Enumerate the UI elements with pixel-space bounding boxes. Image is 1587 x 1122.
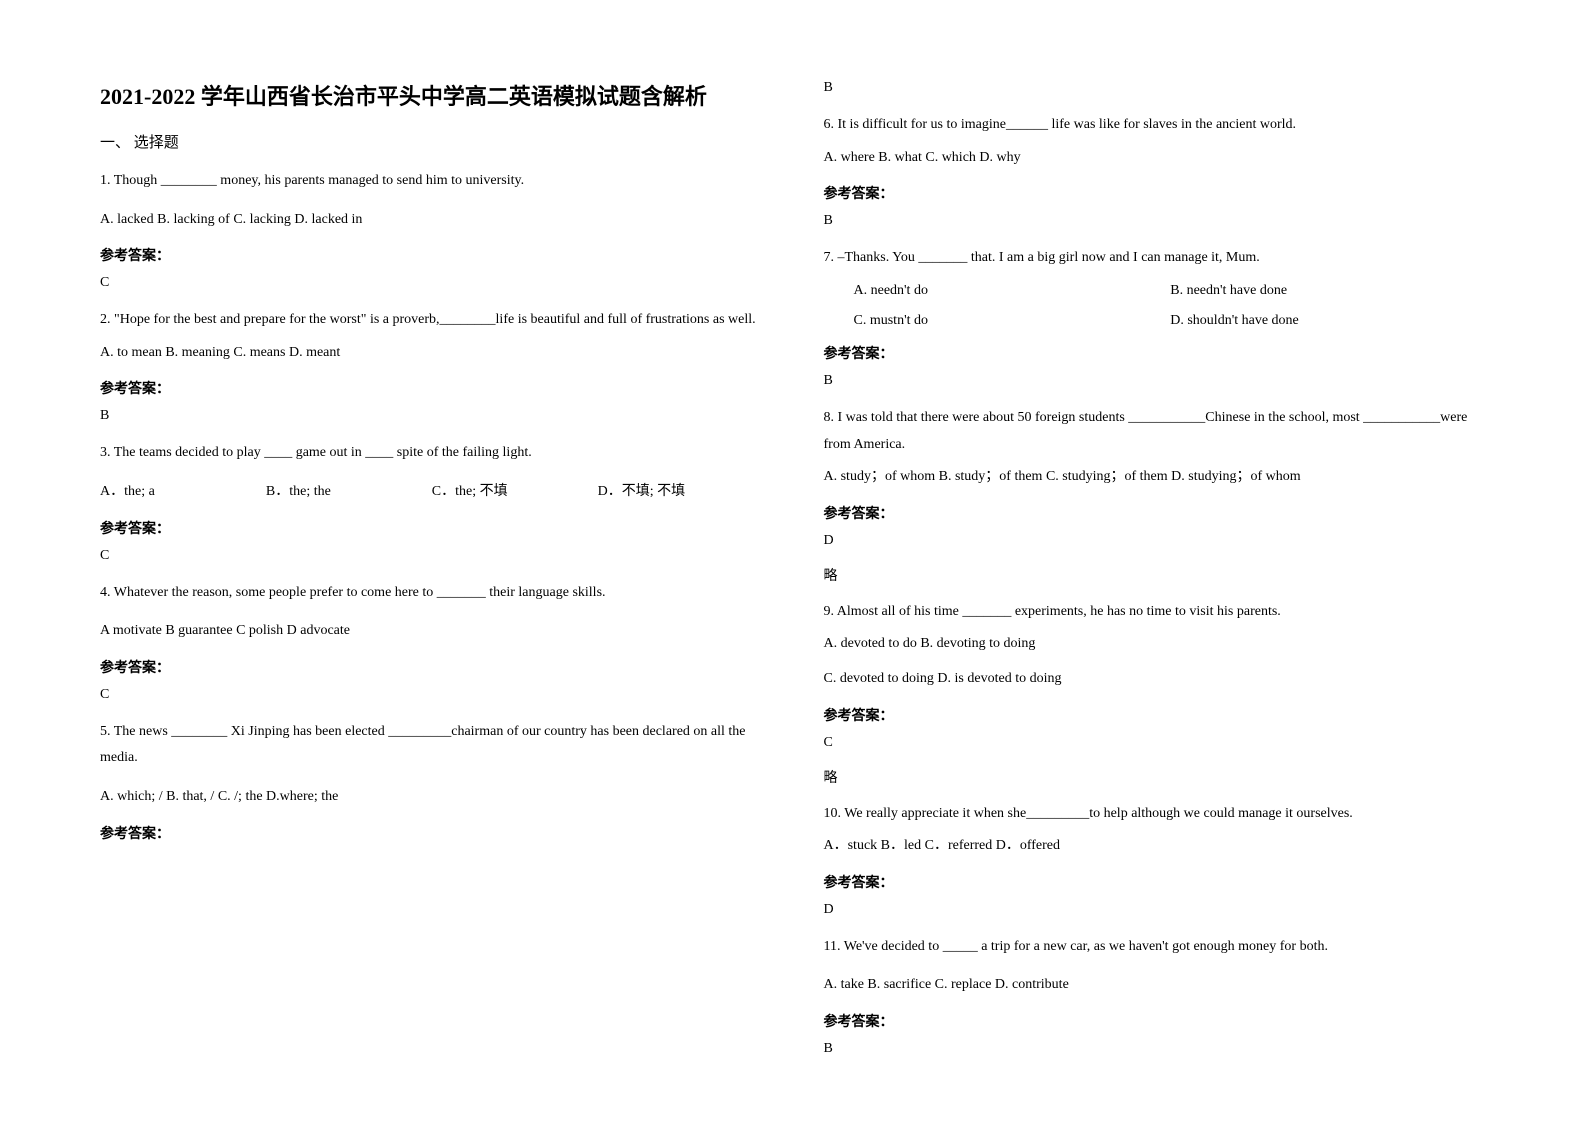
q5-options: A. which; / B. that, / C. /; the D.where… (100, 784, 764, 811)
q10-answer-label: 参考答案： (824, 872, 1488, 892)
left-column: 2021-2022 学年山西省长治市平头中学高二英语模拟试题含解析 一、 选择题… (100, 80, 764, 1082)
q5-answer: B (824, 80, 1488, 96)
q3-opt-a: A．the; a (100, 479, 266, 506)
q10-text: 10. We really appreciate it when she____… (824, 801, 1488, 828)
q8-answer-label: 参考答案： (824, 503, 1488, 523)
q9-answer-label: 参考答案： (824, 705, 1488, 725)
q7-answer: B (824, 373, 1488, 389)
q6-options: A. where B. what C. which D. why (824, 145, 1488, 172)
q3-opt-c: C．the; 不填 (432, 479, 598, 506)
q8-note: 略 (824, 565, 1488, 585)
right-column: B 6. It is difficult for us to imagine__… (824, 80, 1488, 1082)
q7-opt-d: D. shouldn't have done (1170, 308, 1487, 335)
q6-answer: B (824, 213, 1488, 229)
q4-answer: C (100, 687, 764, 703)
q9-options-2: C. devoted to doing D. is devoted to doi… (824, 666, 1488, 693)
q4-answer-label: 参考答案： (100, 657, 764, 677)
q7-opt-c: C. mustn't do (854, 308, 1171, 335)
q7-opt-b: B. needn't have done (1170, 278, 1487, 305)
q2-answer: B (100, 408, 764, 424)
q3-text: 3. The teams decided to play ____ game o… (100, 440, 764, 467)
q3-options: A．the; a B．the; the C．the; 不填 D．不填; 不填 (100, 479, 764, 506)
q3-opt-d: D．不填; 不填 (598, 479, 764, 506)
q2-answer-label: 参考答案： (100, 378, 764, 398)
q11-text: 11. We've decided to _____ a trip for a … (824, 934, 1488, 961)
q8-options: A. study；of whom B. study；of them C. stu… (824, 464, 1488, 491)
q10-options: A．stuck B．led C．referred D．offered (824, 833, 1488, 860)
q3-answer: C (100, 548, 764, 564)
q11-answer-label: 参考答案： (824, 1011, 1488, 1031)
q5-text: 5. The news ________ Xi Jinping has been… (100, 719, 764, 772)
q11-answer: B (824, 1041, 1488, 1057)
q8-text: 8. I was told that there were about 50 f… (824, 405, 1488, 458)
page-title: 2021-2022 学年山西省长治市平头中学高二英语模拟试题含解析 (100, 80, 764, 113)
q7-opt-a: A. needn't do (854, 278, 1171, 305)
q2-text: 2. "Hope for the best and prepare for th… (100, 307, 764, 334)
q10-answer: D (824, 902, 1488, 918)
q4-text: 4. Whatever the reason, some people pref… (100, 580, 764, 607)
q7-text: 7. –Thanks. You _______ that. I am a big… (824, 245, 1488, 272)
two-column-layout: 2021-2022 学年山西省长治市平头中学高二英语模拟试题含解析 一、 选择题… (100, 80, 1487, 1082)
q3-answer-label: 参考答案： (100, 518, 764, 538)
q7-options-row1: A. needn't do B. needn't have done (824, 278, 1488, 305)
q9-options-1: A. devoted to do B. devoting to doing (824, 631, 1488, 658)
q5-answer-label: 参考答案： (100, 823, 764, 843)
q2-options: A. to mean B. meaning C. means D. meant (100, 340, 764, 367)
q1-answer-label: 参考答案： (100, 245, 764, 265)
q11-options: A. take B. sacrifice C. replace D. contr… (824, 972, 1488, 999)
q7-answer-label: 参考答案： (824, 343, 1488, 363)
q1-answer: C (100, 275, 764, 291)
q9-note: 略 (824, 767, 1488, 787)
q1-options: A. lacked B. lacking of C. lacking D. la… (100, 207, 764, 234)
q3-opt-b: B．the; the (266, 479, 432, 506)
q7-options-row2: C. mustn't do D. shouldn't have done (824, 308, 1488, 335)
q9-answer: C (824, 735, 1488, 751)
section-heading: 一、 选择题 (100, 131, 764, 152)
q9-text: 9. Almost all of his time _______ experi… (824, 599, 1488, 626)
q8-answer: D (824, 533, 1488, 549)
q4-options: A motivate B guarantee C polish D advoca… (100, 618, 764, 645)
q6-text: 6. It is difficult for us to imagine____… (824, 112, 1488, 139)
q1-text: 1. Though ________ money, his parents ma… (100, 168, 764, 195)
q6-answer-label: 参考答案： (824, 183, 1488, 203)
